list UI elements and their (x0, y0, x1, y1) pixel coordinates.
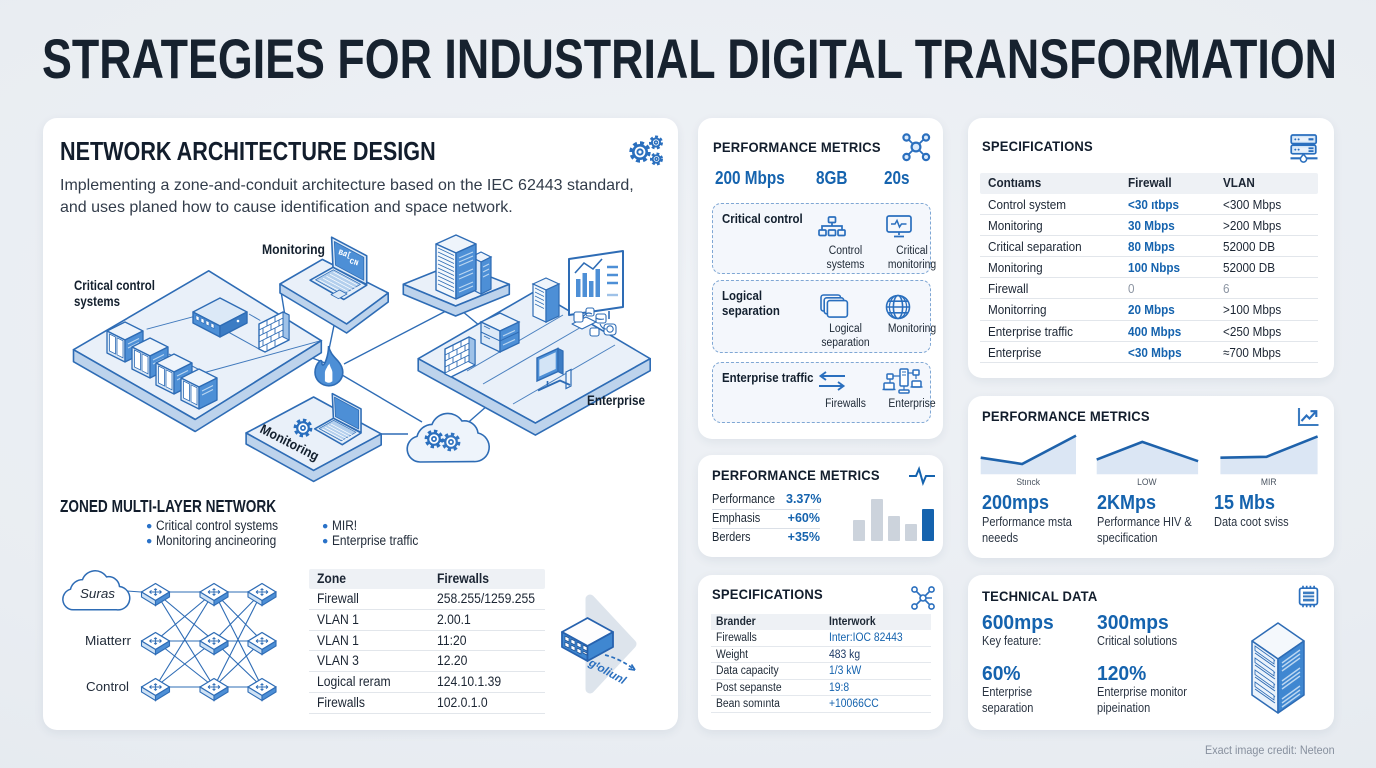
svg-text:CN: CN (348, 258, 359, 268)
svg-text:Enterprise: Enterprise (587, 393, 645, 408)
svg-text:Control: Control (86, 679, 129, 694)
svg-text:Suras: Suras (80, 587, 115, 601)
svg-text:B𝑎[: B𝑎[ (337, 249, 352, 260)
svg-text:Monitoring: Monitoring (262, 242, 325, 257)
svg-text:Miatterr: Miatterr (85, 633, 132, 648)
svg-text:systems: systems (74, 294, 120, 309)
svg-text:Critical control: Critical control (74, 278, 155, 293)
